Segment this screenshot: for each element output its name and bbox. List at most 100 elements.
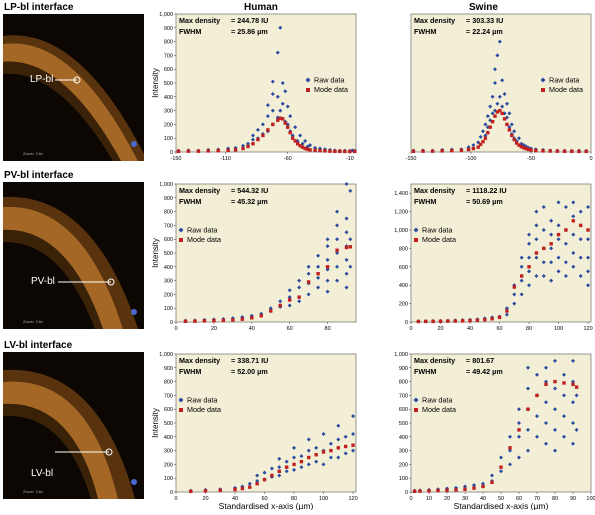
mode-data-point	[535, 393, 539, 398]
raw-data-point	[306, 292, 311, 297]
raw-data-point	[571, 358, 575, 363]
legend-raw-label: Raw data	[187, 226, 217, 235]
mode-data-point	[463, 487, 467, 491]
legend-raw-label: Raw data	[549, 76, 579, 85]
y-tick-label: 800	[399, 246, 408, 252]
x-tick-label: 0	[589, 156, 592, 162]
raw-data-point	[336, 455, 341, 460]
mode-data-point	[483, 136, 488, 140]
raw-data-point	[534, 237, 539, 242]
mode-data-point	[440, 149, 444, 153]
x-tick-label: 40	[249, 326, 255, 332]
x-tick-label: 50	[498, 496, 504, 502]
raw-data-point	[343, 434, 348, 439]
y-tick-label: 800	[164, 380, 173, 386]
raw-data-point	[497, 39, 502, 44]
raw-data-point	[277, 465, 282, 470]
y-tick-label: 0	[405, 490, 408, 496]
raw-data-point	[293, 125, 298, 130]
raw-data-point	[287, 288, 292, 293]
raw-data-point	[517, 421, 521, 425]
mode-data-point	[553, 379, 557, 384]
raw-data-point	[344, 182, 349, 186]
raw-data-point	[553, 386, 557, 391]
mode-data-point	[262, 477, 267, 482]
mode-data-point	[483, 318, 487, 322]
raw-data-point	[472, 483, 476, 488]
y-tick-label: 700	[164, 223, 173, 229]
raw-data-point	[562, 372, 566, 377]
raw-data-point	[553, 407, 557, 412]
max-density-label: Max density	[414, 356, 455, 365]
mode-data-point	[555, 149, 560, 153]
mode-data-point	[526, 147, 531, 152]
raw-data-point	[499, 469, 503, 474]
mode-data-point	[353, 149, 357, 154]
raw-data-point	[278, 25, 283, 30]
raw-data-point	[544, 441, 548, 446]
fwhm-value: = 22.24 µm	[466, 27, 503, 36]
mode-data-point	[290, 136, 295, 140]
x-tick-label: 40	[480, 496, 486, 502]
mode-data-point	[450, 148, 454, 153]
mode-data-point	[313, 148, 317, 153]
mode-data-point	[424, 319, 428, 324]
y-tick-label: 1,000	[394, 352, 408, 358]
mode-data-point	[454, 488, 458, 492]
raw-data-point	[483, 122, 488, 127]
mode-data-point	[240, 317, 245, 321]
mode-data-point	[276, 118, 280, 122]
raw-data-point	[471, 143, 476, 148]
raw-data-point	[463, 484, 467, 489]
raw-data-point	[574, 427, 579, 432]
x-tick-label: 0	[409, 326, 412, 332]
mode-data-point	[471, 146, 476, 151]
section-title-lv: LV-bl interface	[4, 340, 73, 351]
mode-data-point	[459, 148, 464, 153]
raw-data-point	[325, 278, 330, 283]
y-tick-label: 100	[164, 306, 173, 312]
mode-data-point	[421, 149, 425, 153]
raw-data-point	[519, 278, 524, 283]
mode-data-point	[248, 485, 252, 489]
y-tick-label: 200	[164, 292, 173, 298]
raw-data-point	[298, 133, 303, 138]
y-tick-label: 900	[164, 26, 173, 32]
raw-data-point	[553, 448, 557, 453]
raw-data-point	[519, 255, 524, 260]
mode-data-point	[497, 315, 502, 320]
plot-area	[410, 353, 592, 493]
y-tick-label: 800	[399, 380, 408, 386]
raw-data-point	[563, 260, 568, 265]
raw-data-point	[578, 255, 583, 260]
raw-data-point	[526, 386, 530, 391]
mode-data-point	[298, 144, 302, 148]
mode-data-point	[508, 446, 512, 450]
raw-data-point	[571, 264, 576, 269]
mode-data-point	[493, 114, 497, 118]
mode-data-point	[231, 318, 235, 322]
raw-data-point	[270, 108, 275, 113]
y-tick-label: 1,000	[159, 12, 173, 18]
mode-data-point	[343, 149, 347, 154]
x-tick-label: 20	[444, 496, 450, 502]
mode-data-point	[527, 265, 531, 269]
x-tick-label: 80	[291, 496, 297, 502]
x-axis-label: Standardised x-axis (µm)	[454, 501, 549, 510]
raw-data-point	[287, 295, 292, 300]
mode-data-point	[202, 319, 207, 323]
raw-data-point	[299, 465, 304, 470]
y-tick-label: 300	[164, 449, 173, 455]
raw-data-point	[562, 414, 566, 419]
raw-data-point	[247, 481, 252, 486]
raw-data-point	[563, 241, 568, 246]
plot-area	[175, 353, 357, 493]
raw-data-point	[517, 455, 521, 460]
raw-data-point	[275, 50, 280, 55]
mode-data-point	[295, 142, 300, 146]
raw-data-point	[571, 421, 575, 425]
raw-data-point	[485, 114, 490, 119]
max-density-value: = 244.78 IU	[231, 16, 268, 25]
raw-data-point	[519, 292, 524, 297]
y-tick-label: 200	[164, 462, 173, 468]
